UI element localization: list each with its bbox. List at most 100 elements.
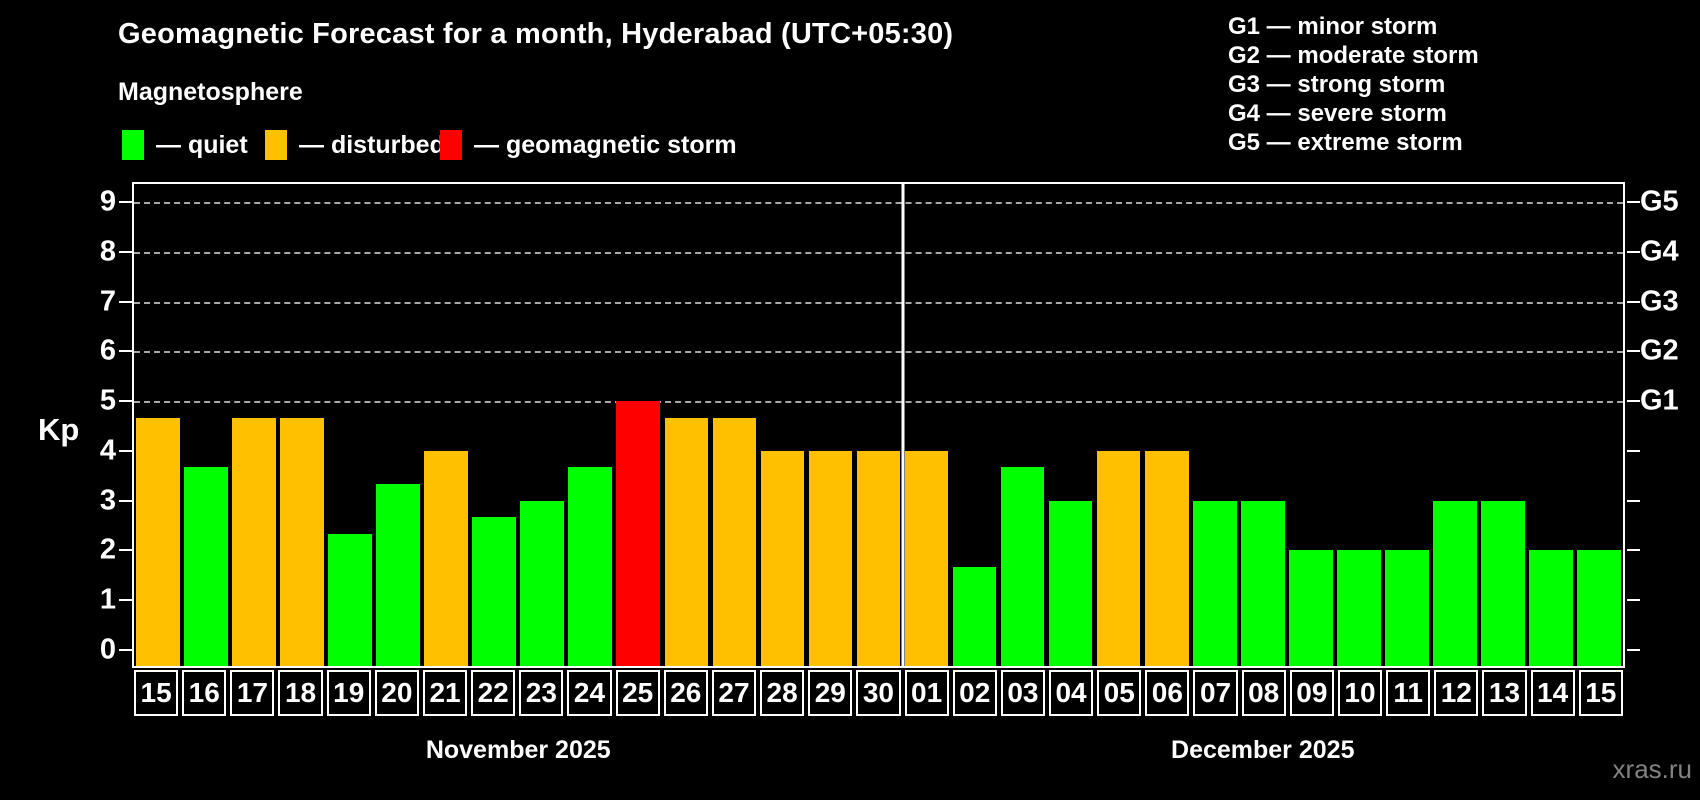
date-label: 02	[952, 670, 997, 716]
kp-bar-quiet	[1433, 500, 1477, 666]
bar-slot-02	[951, 184, 999, 666]
storm-color-swatch	[440, 130, 462, 160]
kp-bar-disturbed	[904, 450, 949, 666]
y-tick-label-9: 9	[99, 185, 116, 218]
date-label: 13	[1482, 670, 1527, 716]
bar-slot-21	[422, 184, 470, 666]
g-legend-line-g3: G3 — strong storm	[1228, 71, 1446, 98]
right-tick-5	[1627, 400, 1640, 403]
g-scale-label-g1: G1	[1640, 384, 1679, 417]
y-axis-title: Kp	[38, 412, 80, 447]
left-tick-1	[119, 599, 132, 602]
kp-bar-disturbed	[1144, 450, 1189, 666]
date-label: 23	[519, 670, 564, 716]
bar-slot-01	[903, 184, 951, 666]
legend-item-quiet: — quiet	[122, 130, 248, 160]
bar-slot-25	[614, 184, 662, 666]
bar-slot-27	[710, 184, 758, 666]
legend-item-disturbed: — disturbed	[265, 130, 445, 160]
date-label: 19	[326, 670, 371, 716]
g-scale-label-g5: G5	[1640, 185, 1679, 218]
g-scale-label-g2: G2	[1640, 334, 1679, 367]
y-tick-label-6: 6	[99, 334, 116, 367]
right-tick-8	[1627, 250, 1640, 253]
bar-slot-19	[326, 184, 374, 666]
kp-bar-quiet	[184, 467, 228, 666]
chart-subtitle: Magnetosphere	[118, 78, 303, 106]
y-tick-label-7: 7	[99, 285, 116, 317]
kp-bar-quiet	[1577, 550, 1621, 666]
bar-slot-20	[374, 184, 422, 666]
bar-slot-11	[1383, 184, 1431, 666]
bar-slot-23	[518, 184, 566, 666]
date-label: 15	[1578, 670, 1623, 716]
gridline-kp9	[134, 202, 1623, 204]
legend-label-disturbed: — disturbed	[299, 131, 445, 159]
date-label: 11	[1386, 670, 1431, 716]
kp-bar-disturbed	[760, 450, 805, 666]
plot-area	[132, 182, 1625, 668]
legend-item-storm: — geomagnetic storm	[440, 130, 737, 160]
bar-slot-05	[1095, 184, 1143, 666]
left-tick-2	[119, 549, 132, 552]
kp-bar-quiet	[520, 500, 565, 666]
bar-slot-07	[1191, 184, 1239, 666]
date-label: 04	[1048, 670, 1094, 716]
right-tick-2	[1627, 549, 1640, 552]
y-tick-label-2: 2	[99, 533, 116, 566]
date-label: 29	[808, 670, 853, 716]
right-tick-3	[1627, 499, 1640, 502]
kp-bar-disturbed	[712, 417, 757, 666]
date-label: 18	[278, 670, 323, 716]
date-label: 25	[615, 670, 660, 716]
left-tick-8	[119, 250, 132, 253]
y-tick-label-3: 3	[99, 484, 116, 517]
kp-bar-disturbed	[856, 450, 901, 666]
kp-bar-disturbed	[664, 417, 709, 666]
y-tick-label-0: 0	[99, 633, 116, 666]
gridline-kp7	[134, 301, 1623, 304]
left-tick-3	[119, 499, 132, 502]
bar-slot-06	[1143, 184, 1191, 666]
bar-slot-10	[1335, 184, 1383, 666]
date-label: 10	[1337, 670, 1383, 716]
kp-bar-quiet	[1481, 500, 1525, 666]
date-label: 16	[182, 670, 227, 716]
bar-slot-29	[806, 184, 854, 666]
g-legend-line-g4: G4 — severe storm	[1228, 100, 1447, 127]
kp-bar-disturbed	[136, 417, 180, 666]
date-label: 20	[374, 670, 419, 716]
watermark: xras.ru	[1612, 754, 1692, 784]
date-label: 24	[567, 670, 612, 716]
right-tick-7	[1627, 300, 1640, 303]
kp-bar-quiet	[952, 566, 997, 666]
date-label: 30	[856, 670, 901, 716]
date-label: 08	[1241, 670, 1286, 716]
legend-label-quiet: — quiet	[156, 131, 248, 159]
kp-bar-quiet	[376, 484, 421, 666]
left-tick-7	[119, 300, 132, 303]
bar-slot-18	[278, 184, 326, 666]
kp-bar-disturbed	[280, 417, 324, 666]
date-label: 12	[1434, 670, 1479, 716]
kp-bar-quiet	[1288, 550, 1333, 666]
bars-layer	[134, 184, 1623, 666]
left-tick-5	[119, 400, 132, 403]
bar-slot-08	[1239, 184, 1287, 666]
grid-layer	[134, 184, 1623, 666]
kp-bar-storm	[616, 401, 661, 666]
bar-slot-28	[758, 184, 806, 666]
right-tick-4	[1627, 449, 1640, 452]
date-label: 14	[1530, 670, 1575, 716]
kp-bar-disturbed	[232, 417, 276, 666]
date-label: 05	[1097, 670, 1142, 716]
g-legend-line-g1: G1 — minor storm	[1228, 13, 1438, 40]
bar-slot-04	[1047, 184, 1095, 666]
bar-slot-15	[134, 184, 182, 666]
date-label: 09	[1289, 670, 1334, 716]
kp-bar-quiet	[1384, 550, 1429, 666]
date-label: 06	[1145, 670, 1190, 716]
g-scale-legend: G1 — minor storm G2 — moderate storm G3 …	[1228, 12, 1479, 157]
kp-bar-quiet	[1529, 550, 1573, 666]
bar-slot-24	[566, 184, 614, 666]
